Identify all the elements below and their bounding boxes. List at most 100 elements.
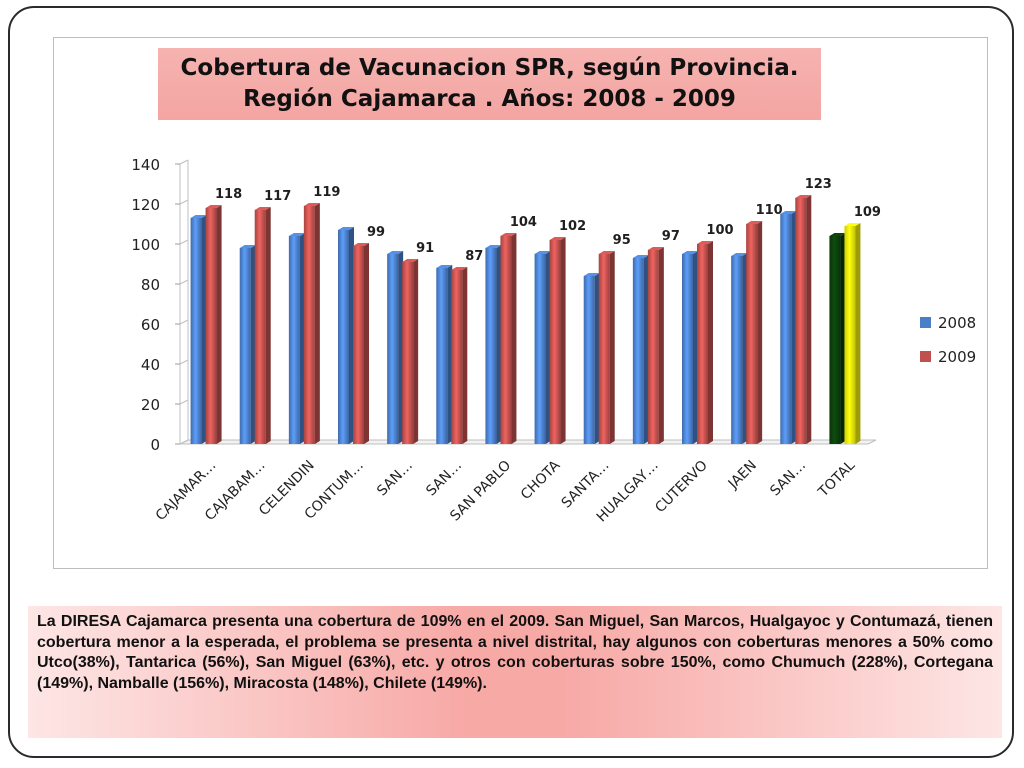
bar-2008-1 xyxy=(239,245,256,444)
bar-2009-12 xyxy=(795,195,812,444)
bar-2008-4-front xyxy=(387,254,399,444)
legend-label: 2008 xyxy=(938,314,976,332)
chart-title: Cobertura de Vacunacion SPR, según Provi… xyxy=(180,55,799,112)
bar-2008-10 xyxy=(682,251,698,444)
bar-2008-7-side xyxy=(545,251,551,444)
bar-2009-2-side xyxy=(314,203,320,444)
bar-2008-7-top xyxy=(534,251,551,254)
bar-2009-2 xyxy=(303,203,320,444)
bar-2009-10-top xyxy=(697,241,713,244)
bar-2009-5-top xyxy=(451,267,468,270)
y-tick-diagonal xyxy=(179,239,189,245)
bar-2009-8-front xyxy=(598,254,610,444)
bar-2008-9 xyxy=(632,255,649,444)
bar-2009-6-top xyxy=(500,233,517,236)
bar-2008-7 xyxy=(534,251,551,444)
bar-2009-10-side xyxy=(708,241,713,444)
bar-2009-7-side xyxy=(560,237,566,444)
bar-2008-0-side xyxy=(201,215,207,444)
bar-2009-10 xyxy=(697,241,713,444)
bar-2008-4-side xyxy=(398,251,404,444)
bar-2008-13-top xyxy=(829,233,846,236)
bar-2008-12 xyxy=(780,211,797,444)
y-tick-label: 140 xyxy=(131,156,160,174)
category-label: TOTAL xyxy=(815,457,859,501)
bar-2009-8 xyxy=(598,251,615,444)
bar-2008-5-top xyxy=(436,265,453,268)
bar-2009-9-front xyxy=(647,250,659,444)
bar-2009-5 xyxy=(451,267,468,444)
bar-2009-9-top xyxy=(647,247,664,250)
category-label: CUTERVO xyxy=(652,458,711,517)
bar-2008-3-front xyxy=(338,230,349,444)
chart-bars xyxy=(190,195,861,444)
bar-2008-6-side xyxy=(496,245,502,444)
bar-2008-13-front xyxy=(829,236,841,444)
bar-2008-2-top xyxy=(288,233,305,236)
bar-2008-3 xyxy=(338,227,354,444)
bar-2008-2-side xyxy=(299,233,305,444)
bar-2009-8-top xyxy=(598,251,615,254)
bar-2009-9 xyxy=(647,247,664,444)
bar-2009-10-front xyxy=(697,244,708,444)
bar-2009-1-top xyxy=(254,207,271,210)
chart-legend: 2008 2009 xyxy=(920,314,976,366)
data-label: 100 xyxy=(706,223,733,238)
bar-2009-9-side xyxy=(658,247,664,444)
y-tick-label: 80 xyxy=(141,276,160,294)
data-label: 104 xyxy=(510,215,537,230)
bar-2009-12-front xyxy=(795,198,807,444)
bar-2009-13-top xyxy=(844,223,861,226)
bar-2008-8-top xyxy=(583,273,600,276)
bar-2008-11 xyxy=(731,253,748,444)
bar-2009-6-front xyxy=(500,236,512,444)
bar-2008-4 xyxy=(387,251,404,444)
y-tick-diagonal xyxy=(179,319,189,325)
bar-2009-3 xyxy=(353,243,369,444)
category-label: SAN… xyxy=(767,458,809,500)
category-label: JAEN xyxy=(725,458,760,493)
bar-2009-4-front xyxy=(402,262,414,444)
legend-swatch xyxy=(920,351,931,362)
category-label: SAN… xyxy=(374,458,416,500)
bar-2009-13 xyxy=(844,223,861,444)
bar-2008-12-top xyxy=(780,211,797,214)
data-label: 87 xyxy=(465,249,483,264)
bar-2008-1-side xyxy=(250,245,256,444)
category-label: CHOTA xyxy=(518,457,564,503)
data-label: 95 xyxy=(613,233,631,248)
bar-2008-12-side xyxy=(791,211,797,444)
bar-2008-3-side xyxy=(349,227,354,444)
y-tick-label: 0 xyxy=(150,436,160,454)
description-text: La DIRESA Cajamarca presenta una cobertu… xyxy=(37,613,993,692)
bar-2008-10-side xyxy=(693,251,698,444)
bar-2008-10-front xyxy=(682,254,693,444)
data-label: 118 xyxy=(215,187,242,202)
bar-2009-2-top xyxy=(303,203,320,206)
bar-2009-13-front xyxy=(844,226,856,444)
bar-2009-4-top xyxy=(402,259,419,262)
bar-2008-9-front xyxy=(632,258,644,444)
bar-2008-11-side xyxy=(742,253,748,444)
data-label: 102 xyxy=(559,219,586,234)
bar-2009-6 xyxy=(500,233,517,444)
data-label: 91 xyxy=(416,241,434,256)
bar-2009-6-side xyxy=(511,233,517,444)
bar-2009-1 xyxy=(254,207,271,444)
y-tick-label: 100 xyxy=(131,236,160,254)
chart-title-box: Cobertura de Vacunacion SPR, según Provi… xyxy=(158,48,821,120)
bar-2009-7-front xyxy=(549,240,561,444)
bar-2009-12-top xyxy=(795,195,812,198)
bar-2008-10-top xyxy=(682,251,698,254)
chart-floor xyxy=(179,439,877,445)
bar-2009-0-top xyxy=(205,205,222,208)
bar-2009-12-side xyxy=(806,195,812,444)
bar-2008-8-side xyxy=(594,273,600,444)
legend-label: 2009 xyxy=(938,348,976,366)
description-box: La DIRESA Cajamarca presenta una cobertu… xyxy=(28,606,1002,738)
bar-2008-12-front xyxy=(780,214,792,444)
y-tick-diagonal xyxy=(179,159,189,165)
bar-2008-11-top xyxy=(731,253,748,256)
data-label: 119 xyxy=(313,185,340,200)
